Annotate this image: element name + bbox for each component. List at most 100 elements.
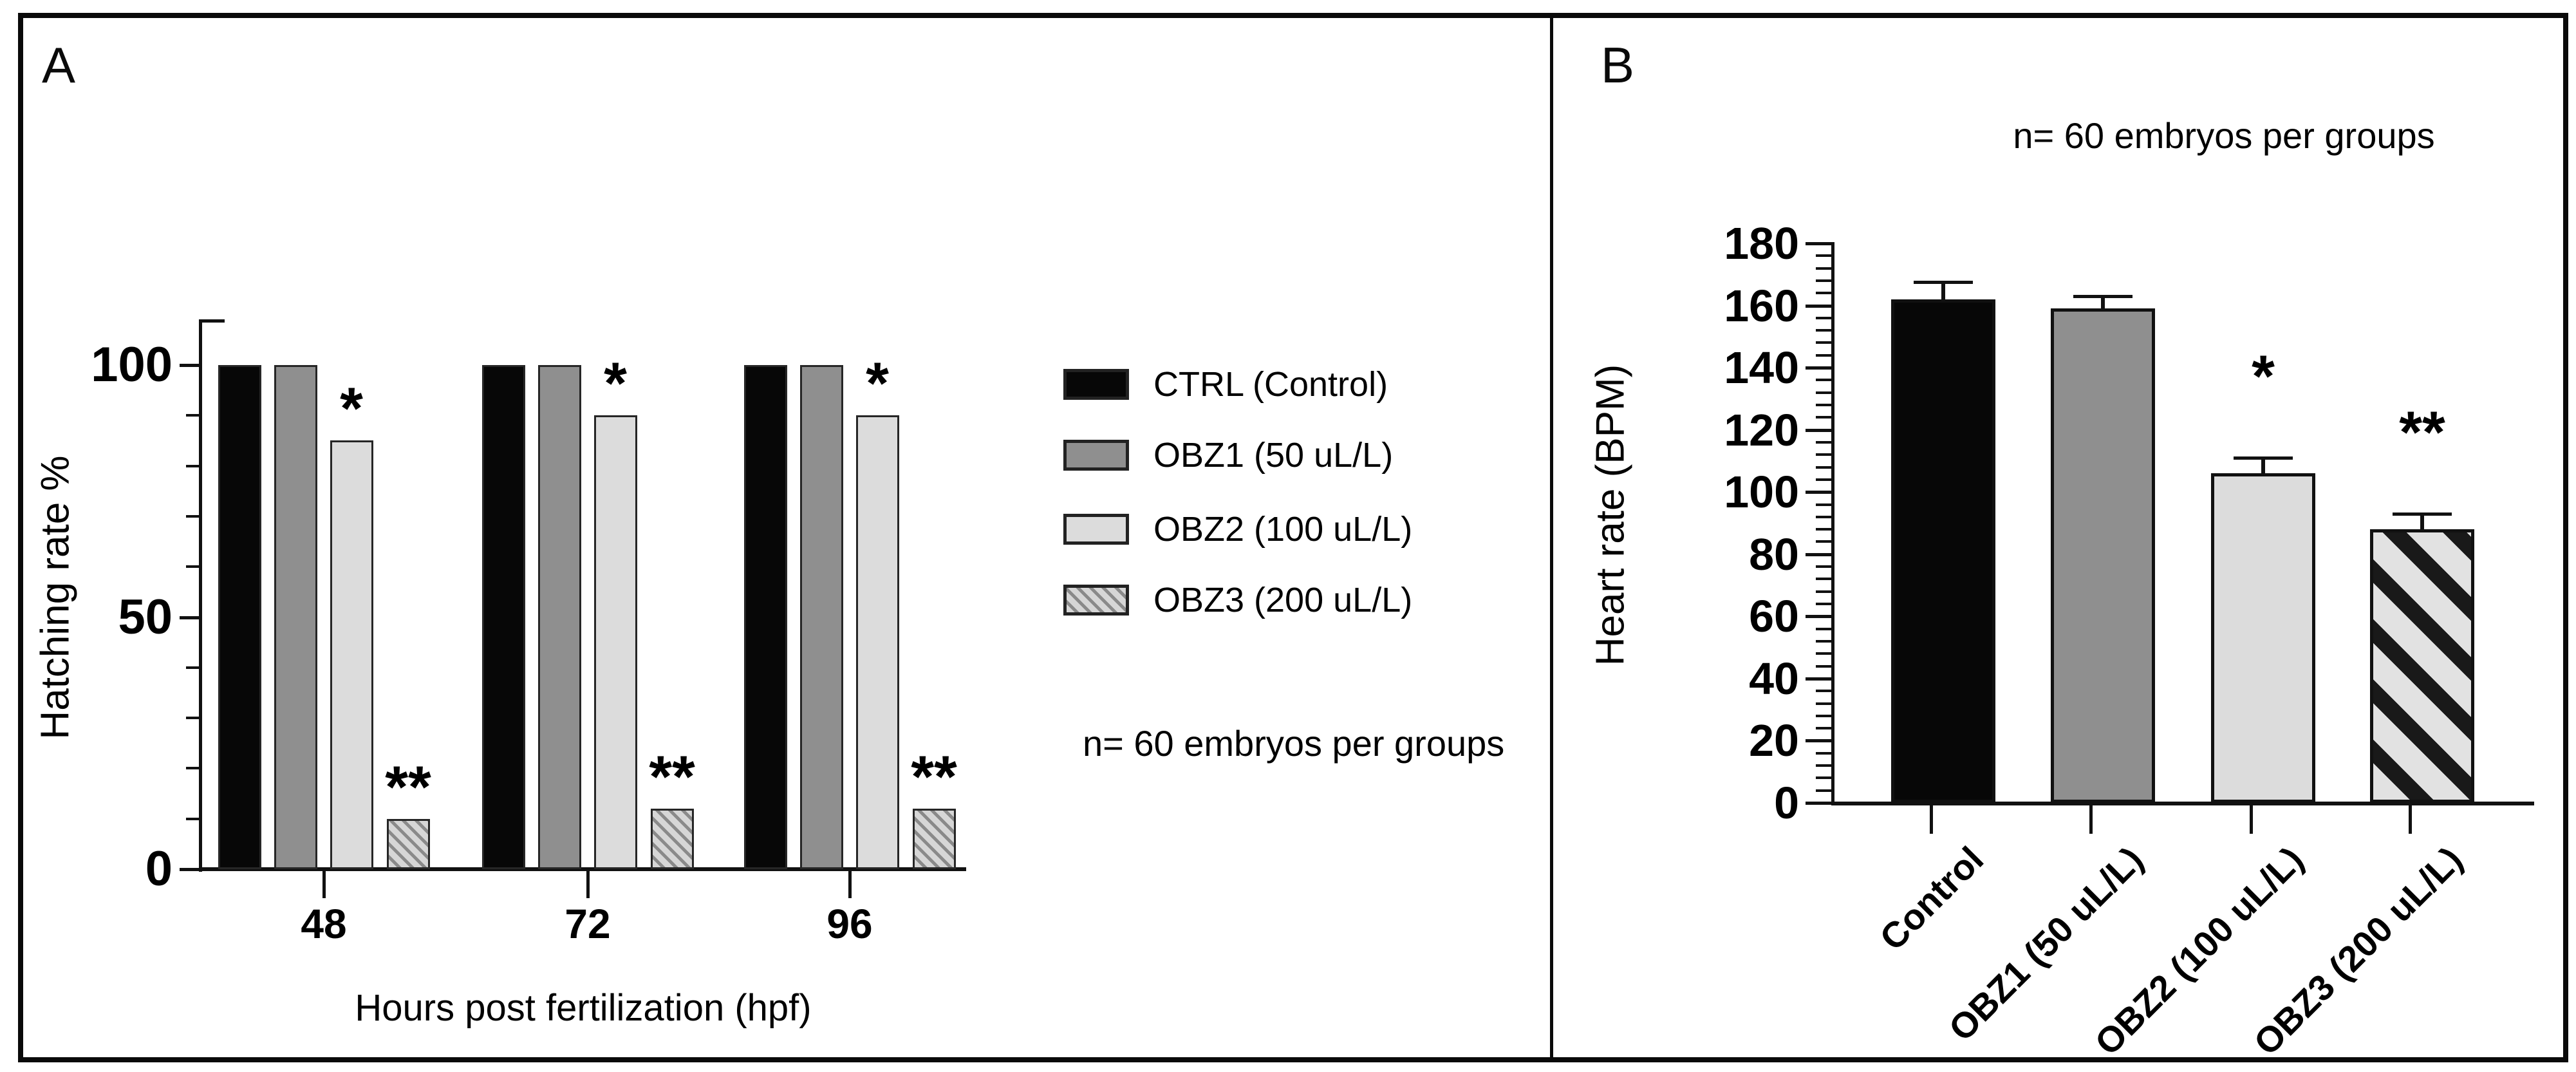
legend-label-obz2: OBZ2 (100 uL/L) [1153,510,1413,549]
y-minor-tick [186,514,199,518]
y-tick-label: 60 [1749,591,1799,642]
y-minor-tick [1816,639,1831,643]
significance-star: * [2252,344,2275,410]
legend-item-obz1: OBZ1 (50 uL/L) [1063,435,1393,475]
error-bar-cap [2073,295,2133,299]
bar [537,365,581,869]
y-minor-tick [1816,391,1831,394]
y-minor-tick [1816,764,1831,767]
y-minor-tick [1816,404,1831,407]
y-tick-label: 0 [1774,778,1799,828]
y-major-tick [1806,615,1831,619]
legend-swatch-obz2 [1063,514,1129,545]
y-minor-tick [1816,292,1831,295]
y-minor-tick [1816,652,1831,655]
bar [799,365,843,869]
y-major-tick [1806,739,1831,743]
y-tick-label: 180 [1724,218,1799,268]
x-tick [2089,805,2093,834]
error-bar-whisker [2261,458,2265,474]
legend-label-obz1: OBZ1 (50 uL/L) [1153,436,1394,475]
panel-b-y-axis-title: Heart rate (BPM) [1588,364,1633,666]
y-minor-tick [1816,690,1831,693]
error-bar-whisker [2101,296,2105,309]
error-bar-cap [2393,512,2452,516]
y-minor-tick [1816,603,1831,605]
y-tick-label: 120 [1724,404,1799,455]
y-minor-tick [186,817,199,820]
y-tick-label: 20 [1749,715,1799,766]
legend-item-ctrl: CTRL (Control) [1063,364,1388,404]
y-minor-tick [1816,702,1831,705]
y-minor-tick [1816,478,1831,481]
x-tick [848,871,852,898]
y-minor-tick [186,565,199,569]
y-axis-line [199,319,202,872]
y-minor-tick [1816,515,1831,518]
error-bar-whisker [1941,282,1945,299]
y-minor-tick [1816,776,1831,780]
bar [650,809,694,869]
y-major-tick [180,364,199,367]
legend-label-obz3: OBZ3 (200 uL/L) [1153,581,1413,619]
y-minor-tick [1816,590,1831,593]
bar [2211,473,2315,803]
panel-a-sample-size-note: n= 60 embryos per groups [1083,723,1505,764]
y-minor-tick [1816,664,1831,668]
y-tick-label: 0 [145,842,173,896]
y-major-tick [180,868,199,871]
significance-star: ** [649,744,695,811]
x-tick [2409,805,2412,834]
y-minor-tick [1816,540,1831,543]
significance-star: ** [911,744,957,811]
y-axis-line [1831,241,1834,805]
legend-item-obz2: OBZ2 (100 uL/L) [1063,509,1412,549]
y-minor-tick [1816,379,1831,382]
figure-border [18,13,2568,1062]
y-minor-tick [186,717,199,720]
significance-star: * [866,351,889,417]
y-major-tick [1806,304,1831,308]
bar [743,365,787,869]
y-tick-label: 100 [1724,467,1799,518]
y-minor-tick [186,767,199,770]
significance-star: * [340,376,363,442]
bar [2051,308,2155,803]
significance-star: * [604,351,627,417]
significance-star: ** [385,754,431,820]
bar [2370,529,2474,803]
y-minor-tick [186,464,199,467]
x-tick-label: 96 [826,901,873,947]
x-tick [586,871,590,898]
panel-a-label: A [42,37,76,93]
x-axis-line [1831,802,2534,805]
y-tick-label: 40 [1749,653,1799,704]
bar [218,365,261,869]
y-minor-tick [1816,453,1831,456]
y-tick-label: 160 [1724,280,1799,331]
x-tick [2250,805,2253,834]
y-tick-label: 50 [118,589,173,644]
y-minor-tick [1816,316,1831,319]
y-major-tick [1806,802,1831,805]
y-minor-tick [1816,416,1831,419]
y-minor-tick [1816,329,1831,332]
y-minor-tick [186,414,199,417]
y-minor-tick [1816,503,1831,506]
y-major-tick [1806,366,1831,370]
error-bar-cap [2234,456,2293,460]
bar [593,415,637,869]
x-tick [1930,805,1933,834]
legend-label-ctrl: CTRL (Control) [1153,365,1388,404]
y-minor-tick [1816,341,1831,344]
y-minor-tick [1816,578,1831,581]
y-minor-tick [1816,267,1831,270]
panel-b-label: B [1601,37,1635,93]
y-major-tick [1806,677,1831,681]
x-tick-label: 72 [565,901,611,947]
y-minor-tick [1816,440,1831,444]
y-minor-tick [1816,565,1831,569]
y-minor-tick [1816,279,1831,282]
legend-item-obz3: OBZ3 (200 uL/L) [1063,580,1412,620]
legend-swatch-obz3 [1063,585,1129,616]
